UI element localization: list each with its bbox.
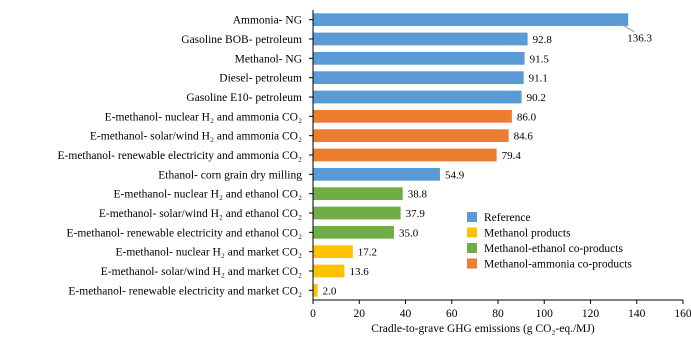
bar-6: [313, 129, 509, 143]
category-label-6: E-methanol- solar/wind H₂ and ammonia CO…: [90, 131, 302, 143]
value-label-1: 92.8: [533, 34, 553, 46]
value-label-9: 38.8: [408, 189, 428, 201]
bar-2: [313, 51, 525, 65]
bar-4: [313, 90, 522, 104]
x-tick-label-7: 140: [628, 308, 646, 320]
category-label-0: Ammonia- NG: [233, 15, 302, 27]
category-label-12: E-methanol- nuclear H₂ and market CO₂: [115, 247, 302, 259]
legend-swatch-ammonia: [467, 258, 477, 269]
bar-7: [313, 148, 497, 162]
value-label-7: 79.4: [502, 150, 522, 162]
value-label-10: 37.9: [406, 208, 426, 220]
value-label-11: 35.0: [399, 227, 419, 239]
bar-9: [313, 187, 403, 201]
value-label-8: 54.9: [445, 169, 465, 181]
x-tick-label-6: 120: [582, 308, 600, 320]
value-label-0: 136.3: [627, 33, 652, 45]
value-label-3: 91.1: [529, 73, 548, 85]
labels-layer: Ammonia- NG 136.3 Gasoline BOB- petroleum 9…: [58, 15, 653, 298]
bar-5: [313, 109, 512, 123]
category-label-10: E-methanol- solar/wind H₂ and ethanol CO…: [99, 208, 302, 220]
value-label-5: 86.0: [517, 111, 537, 123]
legend-swatch-reference: [467, 212, 477, 222]
x-tick-label-3: 60: [446, 308, 458, 320]
value-label-4: 90.2: [527, 92, 546, 104]
value-label-2: 91.5: [530, 53, 550, 65]
value-label-12: 17.2: [358, 247, 377, 259]
axes-layer: 0 20 40 60 80 100 120 140 160: [309, 10, 691, 320]
legend-swatch-ethanol: [467, 243, 477, 253]
bars-layer: [313, 13, 629, 297]
category-label-1: Gasoline BOB- petroleum: [181, 34, 302, 46]
x-tick-label-5: 100: [536, 308, 554, 320]
x-tick-label-0: 0: [310, 308, 316, 320]
x-tick-label-4: 80: [492, 308, 504, 320]
value-leader-line: [617, 22, 635, 33]
bar-11: [313, 225, 394, 239]
bar-3: [313, 71, 524, 85]
legend-label-reference: Reference: [484, 212, 531, 224]
category-label-14: E-methanol- renewable electricity and ma…: [68, 285, 302, 297]
legend-label-methanol: Methanol products: [484, 228, 571, 240]
category-label-2: Methanol- NG: [235, 53, 302, 65]
value-label-13: 13.6: [349, 266, 369, 278]
bar-10: [313, 206, 401, 220]
category-label-13: E-methanol- solar/wind H₂ and market CO₂: [101, 266, 302, 278]
x-tick-label-2: 40: [400, 308, 412, 320]
category-label-11: E-methanol- renewable electricity and et…: [66, 227, 302, 239]
bar-14: [313, 283, 318, 297]
category-label-7: E-methanol- renewable electricity and am…: [58, 150, 302, 162]
bar-8: [313, 167, 440, 181]
bar-1: [313, 32, 528, 46]
x-tick-label-1: 20: [354, 308, 366, 320]
category-label-8: Ethanol- corn grain dry milling: [158, 169, 302, 181]
category-label-3: Diesel- petroleum: [219, 73, 302, 85]
legend-swatch-methanol: [467, 227, 477, 238]
x-tick-label-8: 160: [674, 308, 691, 320]
x-axis-title: Cradle-to-grave GHG emissions (g CO₂-eq.…: [371, 323, 595, 335]
category-label-5: E-methanol- nuclear H₂ and ammonia CO₂: [105, 111, 302, 123]
value-label-14: 2.0: [323, 285, 337, 297]
bar-13: [313, 264, 345, 278]
legend-label-ethanol: Methanol-ethanol co-products: [484, 243, 623, 255]
value-label-6: 84.6: [514, 131, 534, 143]
bar-12: [313, 245, 353, 259]
category-label-4: Gasoline E10- petroleum: [186, 92, 302, 104]
bar-0: [313, 13, 629, 27]
legend-label-ammonia: Methanol-ammonia co-products: [484, 259, 632, 271]
legend: Reference Methanol products Methanol-ethan…: [467, 212, 632, 271]
category-label-9: E-methanol- nuclear H₂ and ethanol CO₂: [114, 189, 302, 201]
